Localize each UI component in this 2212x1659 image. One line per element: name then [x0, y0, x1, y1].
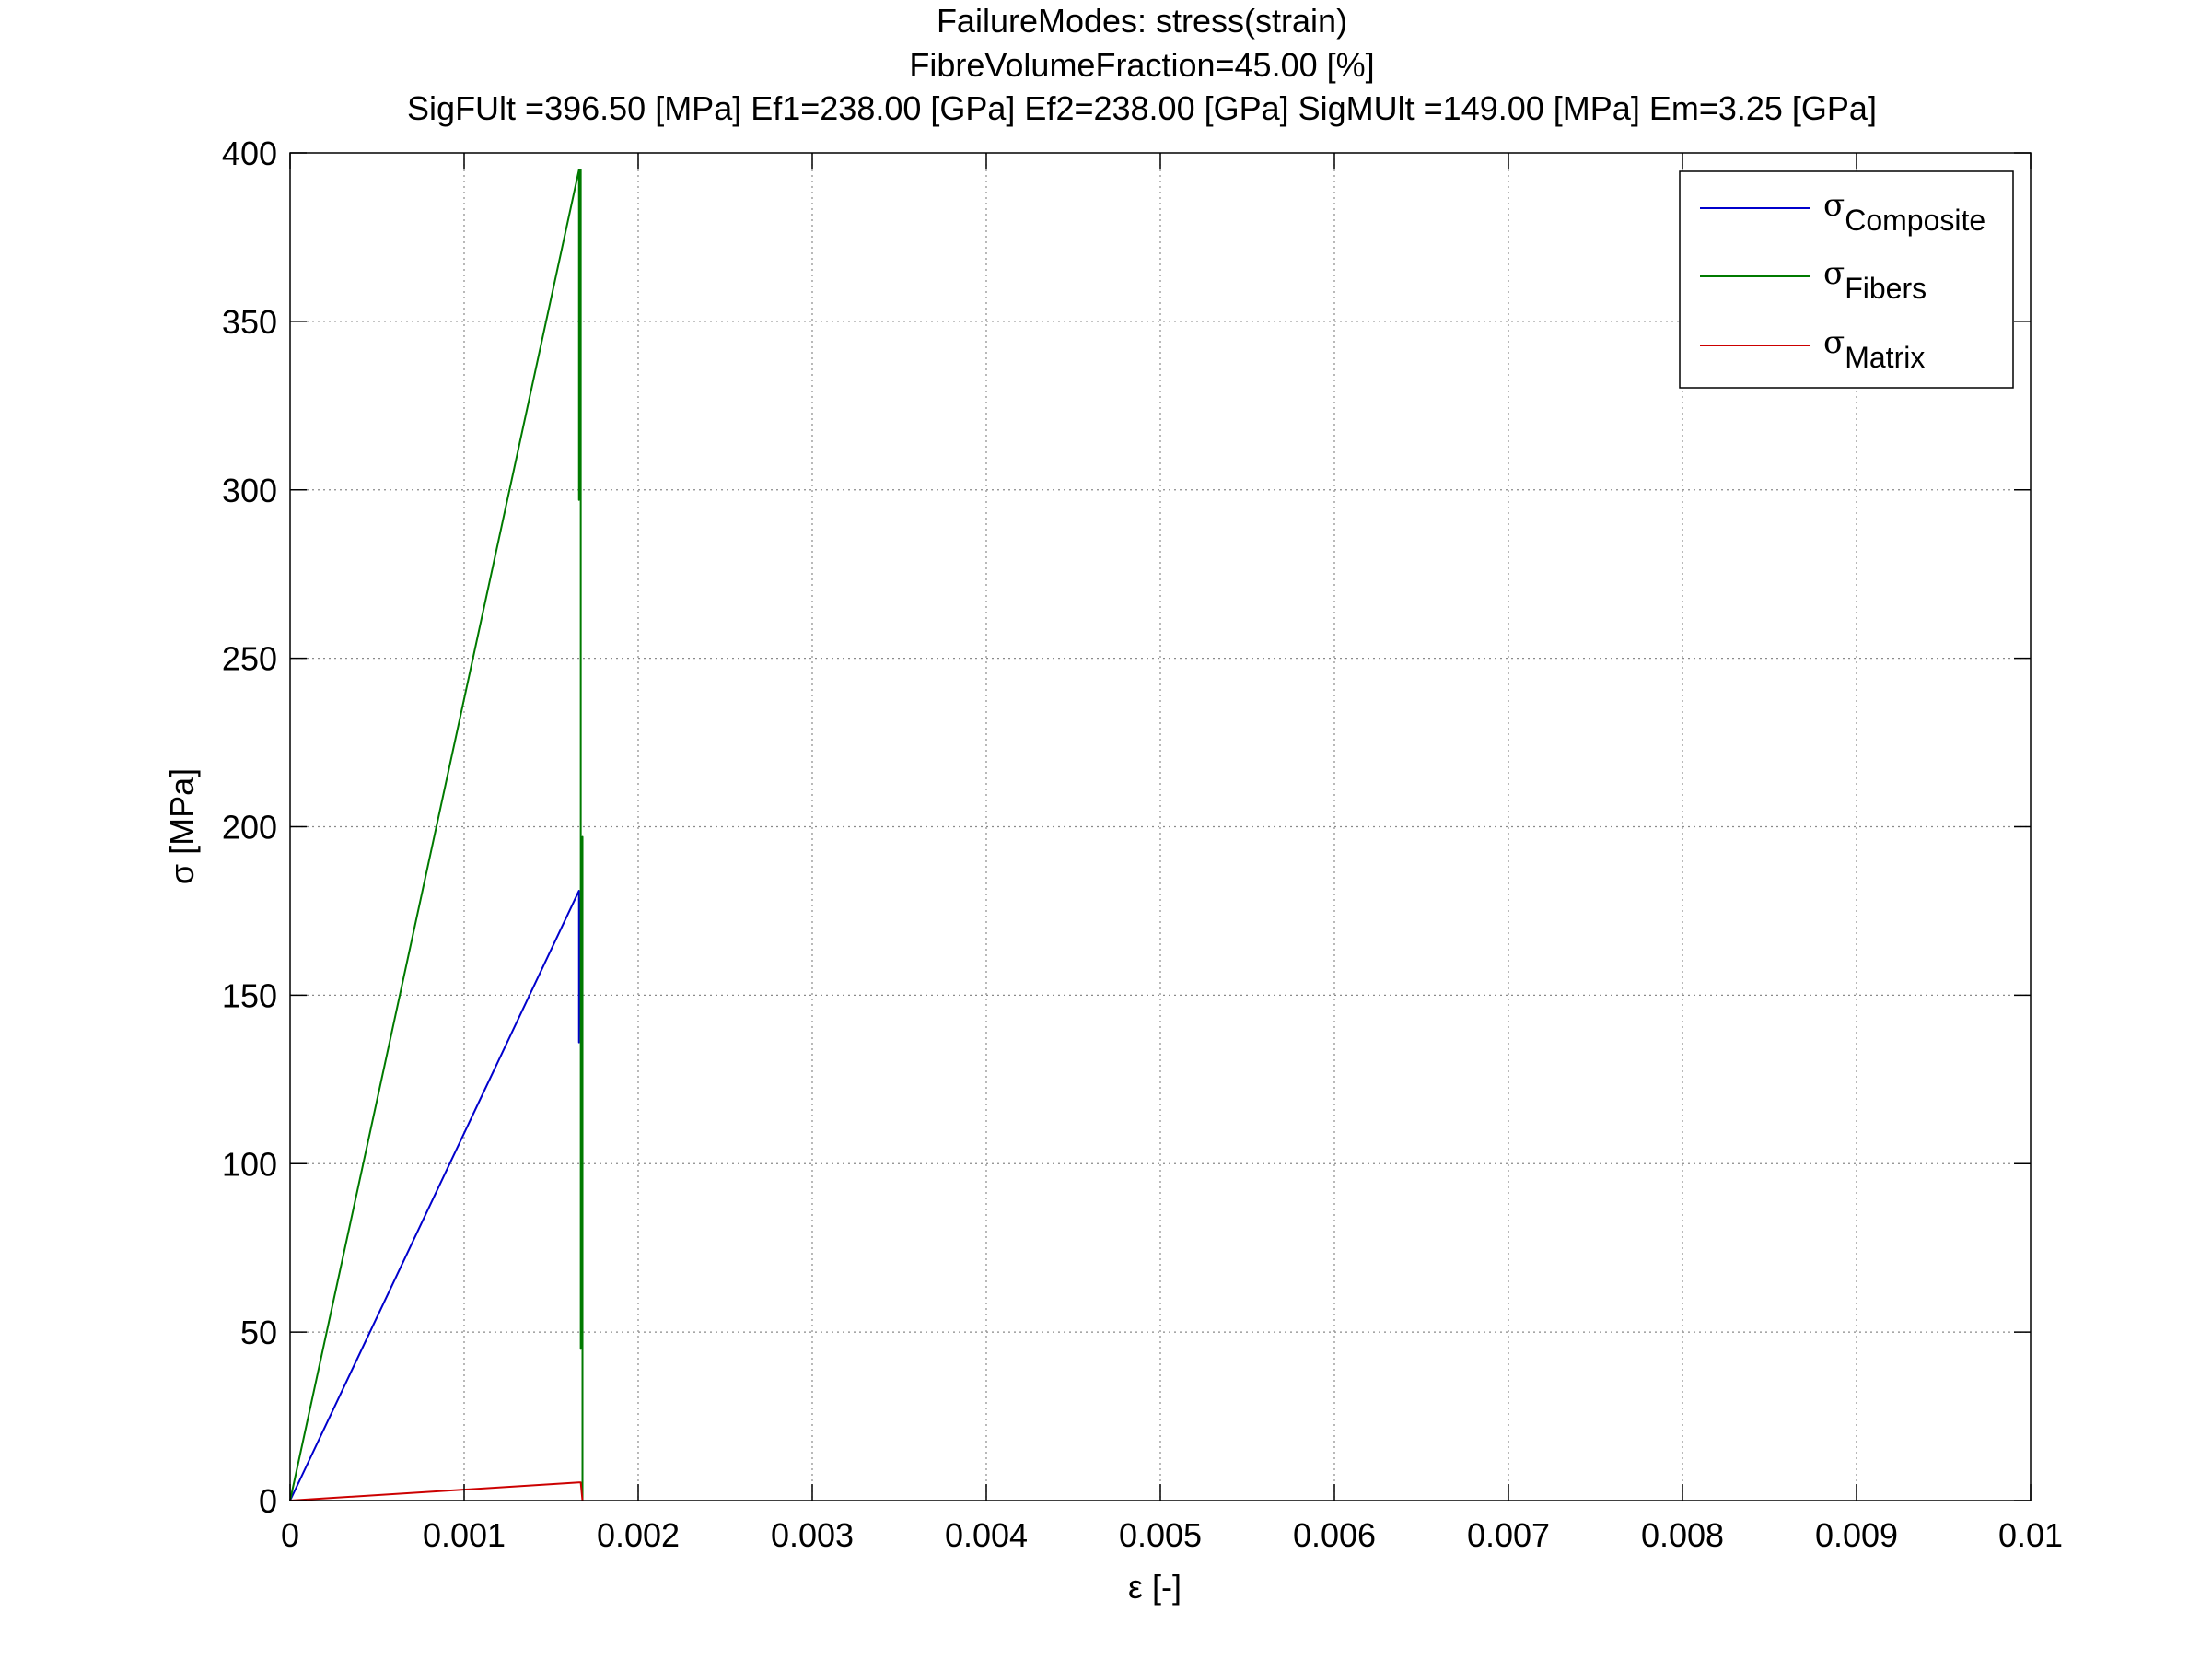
x-tick-label: 0.005: [1119, 1516, 1202, 1554]
y-axis-label: σ [MPa]: [163, 768, 201, 884]
x-tick-label: 0.004: [945, 1516, 1028, 1554]
x-tick-label: 0.007: [1467, 1516, 1550, 1554]
x-tick-label: 0: [281, 1516, 299, 1554]
x-tick-label: 0.009: [1815, 1516, 1898, 1554]
grid-lines: [290, 153, 2031, 1501]
series-line-fibers: [289, 169, 584, 1501]
x-tick-label: 0.008: [1641, 1516, 1724, 1554]
y-tick-label: 200: [222, 809, 277, 847]
legend-label-fibers: σFibers: [1823, 255, 1927, 305]
y-tick-label: 100: [222, 1145, 277, 1183]
chart-title-line-1: FailureModes: stress(strain): [937, 2, 1347, 40]
y-tick-labels: 0 50 100 150 200 250 300 350 400: [222, 134, 277, 1520]
y-tick-label: 0: [259, 1482, 277, 1520]
y-tick-label: 250: [222, 640, 277, 678]
x-tick-label: 0.001: [423, 1516, 506, 1554]
y-tick-label: 150: [222, 976, 277, 1014]
y-tick-label: 50: [240, 1314, 277, 1351]
series-line-matrix: [289, 1481, 584, 1501]
chart-title-line-3: SigFUlt =396.50 [MPa] Ef1=238.00 [GPa] E…: [407, 89, 1877, 127]
x-axis-label: ε [-]: [1128, 1568, 1182, 1606]
y-tick-label: 300: [222, 472, 277, 509]
legend: σComposite σFibers σMatrix: [1679, 170, 2014, 389]
legend-label-composite: σComposite: [1823, 187, 1985, 237]
series-lines: [289, 169, 584, 1501]
x-tick-label: 0.006: [1293, 1516, 1376, 1554]
chart-title-line-2: FibreVolumeFraction=45.00 [%]: [909, 46, 1374, 84]
x-tick-label: 0.002: [597, 1516, 680, 1554]
y-tick-label: 350: [222, 303, 277, 341]
ticks: [289, 152, 2032, 1501]
x-tick-labels: 0 0.001 0.002 0.003 0.004 0.005 0.006 0.007 0.00…: [281, 1516, 2063, 1554]
x-tick-label: 0.01: [1998, 1516, 2063, 1554]
legend-label-matrix: σMatrix: [1823, 324, 1925, 374]
x-tick-label: 0.003: [771, 1516, 854, 1554]
y-tick-label: 400: [222, 134, 277, 172]
